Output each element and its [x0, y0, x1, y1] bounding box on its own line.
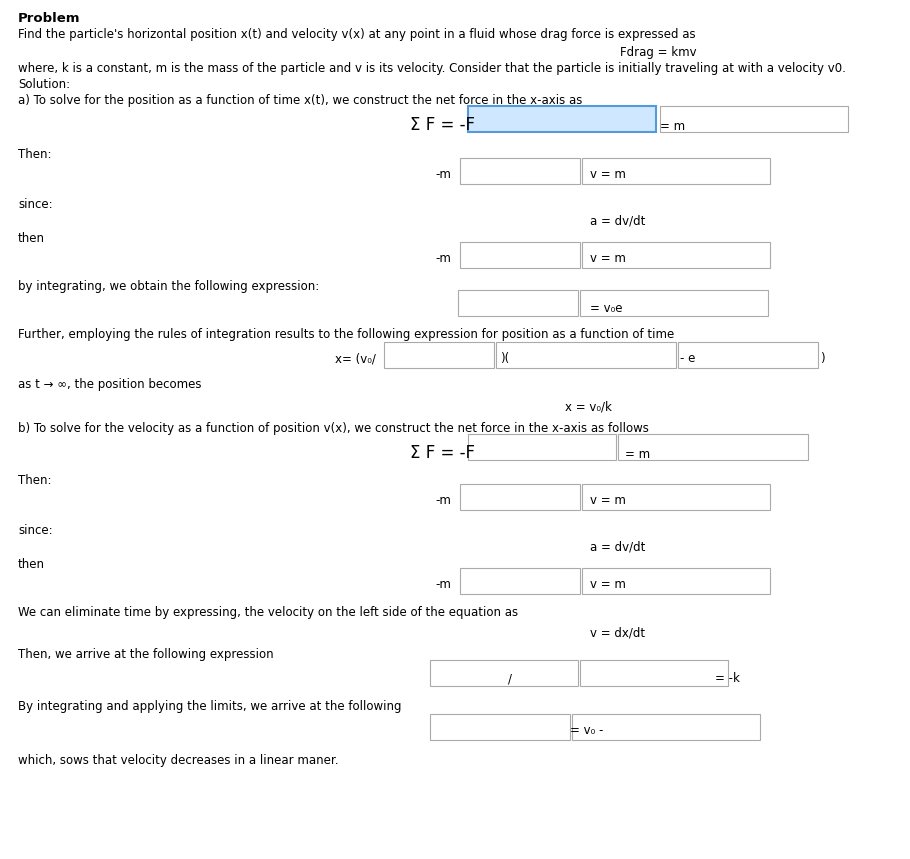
Text: where, k is a constant, m is the mass of the particle and v is its velocity. Con: where, k is a constant, m is the mass of…	[18, 62, 846, 75]
Text: since:: since:	[18, 198, 53, 211]
Text: = m: = m	[660, 120, 685, 133]
Bar	[468, 106, 656, 132]
Text: a = dv/dt: a = dv/dt	[590, 214, 645, 227]
Text: v = m: v = m	[590, 252, 626, 265]
Text: Σ F = -F: Σ F = -F	[410, 116, 475, 134]
Text: /: /	[508, 672, 512, 685]
Text: v = dx/dt: v = dx/dt	[590, 626, 645, 639]
Text: )(: )(	[500, 352, 510, 365]
Bar	[618, 434, 808, 460]
Text: Problem: Problem	[18, 12, 80, 25]
Text: -m: -m	[435, 252, 450, 265]
Text: then: then	[18, 558, 45, 571]
Text: a) To solve for the position as a function of time x(t), we construct the net fo: a) To solve for the position as a functi…	[18, 94, 582, 107]
Bar	[458, 290, 578, 316]
Bar	[460, 158, 580, 184]
Text: v = m: v = m	[590, 494, 626, 507]
Text: by integrating, we obtain the following expression:: by integrating, we obtain the following …	[18, 280, 319, 293]
Text: Then:: Then:	[18, 474, 52, 487]
Bar	[580, 290, 768, 316]
Bar	[460, 568, 580, 594]
Text: -m: -m	[435, 578, 450, 591]
Bar	[582, 242, 770, 268]
Text: Fdrag = kmv: Fdrag = kmv	[620, 46, 697, 59]
Bar	[582, 568, 770, 594]
Text: Σ F = -F: Σ F = -F	[410, 444, 475, 462]
Bar	[582, 484, 770, 510]
Text: as t → ∞, the position becomes: as t → ∞, the position becomes	[18, 378, 201, 391]
Bar	[660, 106, 848, 132]
Bar	[678, 342, 818, 368]
Text: Further, employing the rules of integration results to the following expression : Further, employing the rules of integrat…	[18, 328, 674, 341]
Bar	[572, 714, 760, 740]
Text: a = dv/dt: a = dv/dt	[590, 540, 645, 553]
Text: then: then	[18, 232, 45, 245]
Bar	[582, 158, 770, 184]
Text: We can eliminate time by expressing, the velocity on the left side of the equati: We can eliminate time by expressing, the…	[18, 606, 518, 619]
Bar	[430, 660, 578, 686]
Text: x = v₀/k: x = v₀/k	[565, 400, 612, 413]
Text: Solution:: Solution:	[18, 78, 70, 91]
Bar	[384, 342, 494, 368]
Text: = v₀ -: = v₀ -	[570, 724, 603, 737]
Bar	[496, 342, 676, 368]
Bar	[460, 242, 580, 268]
Text: v = m: v = m	[590, 168, 626, 181]
Text: since:: since:	[18, 524, 53, 537]
Text: = -k: = -k	[715, 672, 740, 685]
Text: Then, we arrive at the following expression: Then, we arrive at the following express…	[18, 648, 274, 661]
Text: = v₀e: = v₀e	[590, 302, 622, 315]
Bar	[580, 660, 728, 686]
Text: - e: - e	[680, 352, 695, 365]
Text: -m: -m	[435, 494, 450, 507]
Text: = m: = m	[625, 448, 650, 461]
Text: x= (v₀/: x= (v₀/	[335, 352, 376, 365]
Bar	[468, 434, 616, 460]
Text: Then:: Then:	[18, 148, 52, 161]
Text: which, sows that velocity decreases in a linear maner.: which, sows that velocity decreases in a…	[18, 754, 339, 767]
Text: b) To solve for the velocity as a function of position v(x), we construct the ne: b) To solve for the velocity as a functi…	[18, 422, 649, 435]
Text: ): )	[820, 352, 824, 365]
Bar	[430, 714, 570, 740]
Bar	[460, 484, 580, 510]
Text: By integrating and applying the limits, we arrive at the following: By integrating and applying the limits, …	[18, 700, 401, 713]
Text: v = m: v = m	[590, 578, 626, 591]
Text: Find the particle's horizontal position x(t) and velocity v(x) at any point in a: Find the particle's horizontal position …	[18, 28, 695, 41]
Text: -m: -m	[435, 168, 450, 181]
